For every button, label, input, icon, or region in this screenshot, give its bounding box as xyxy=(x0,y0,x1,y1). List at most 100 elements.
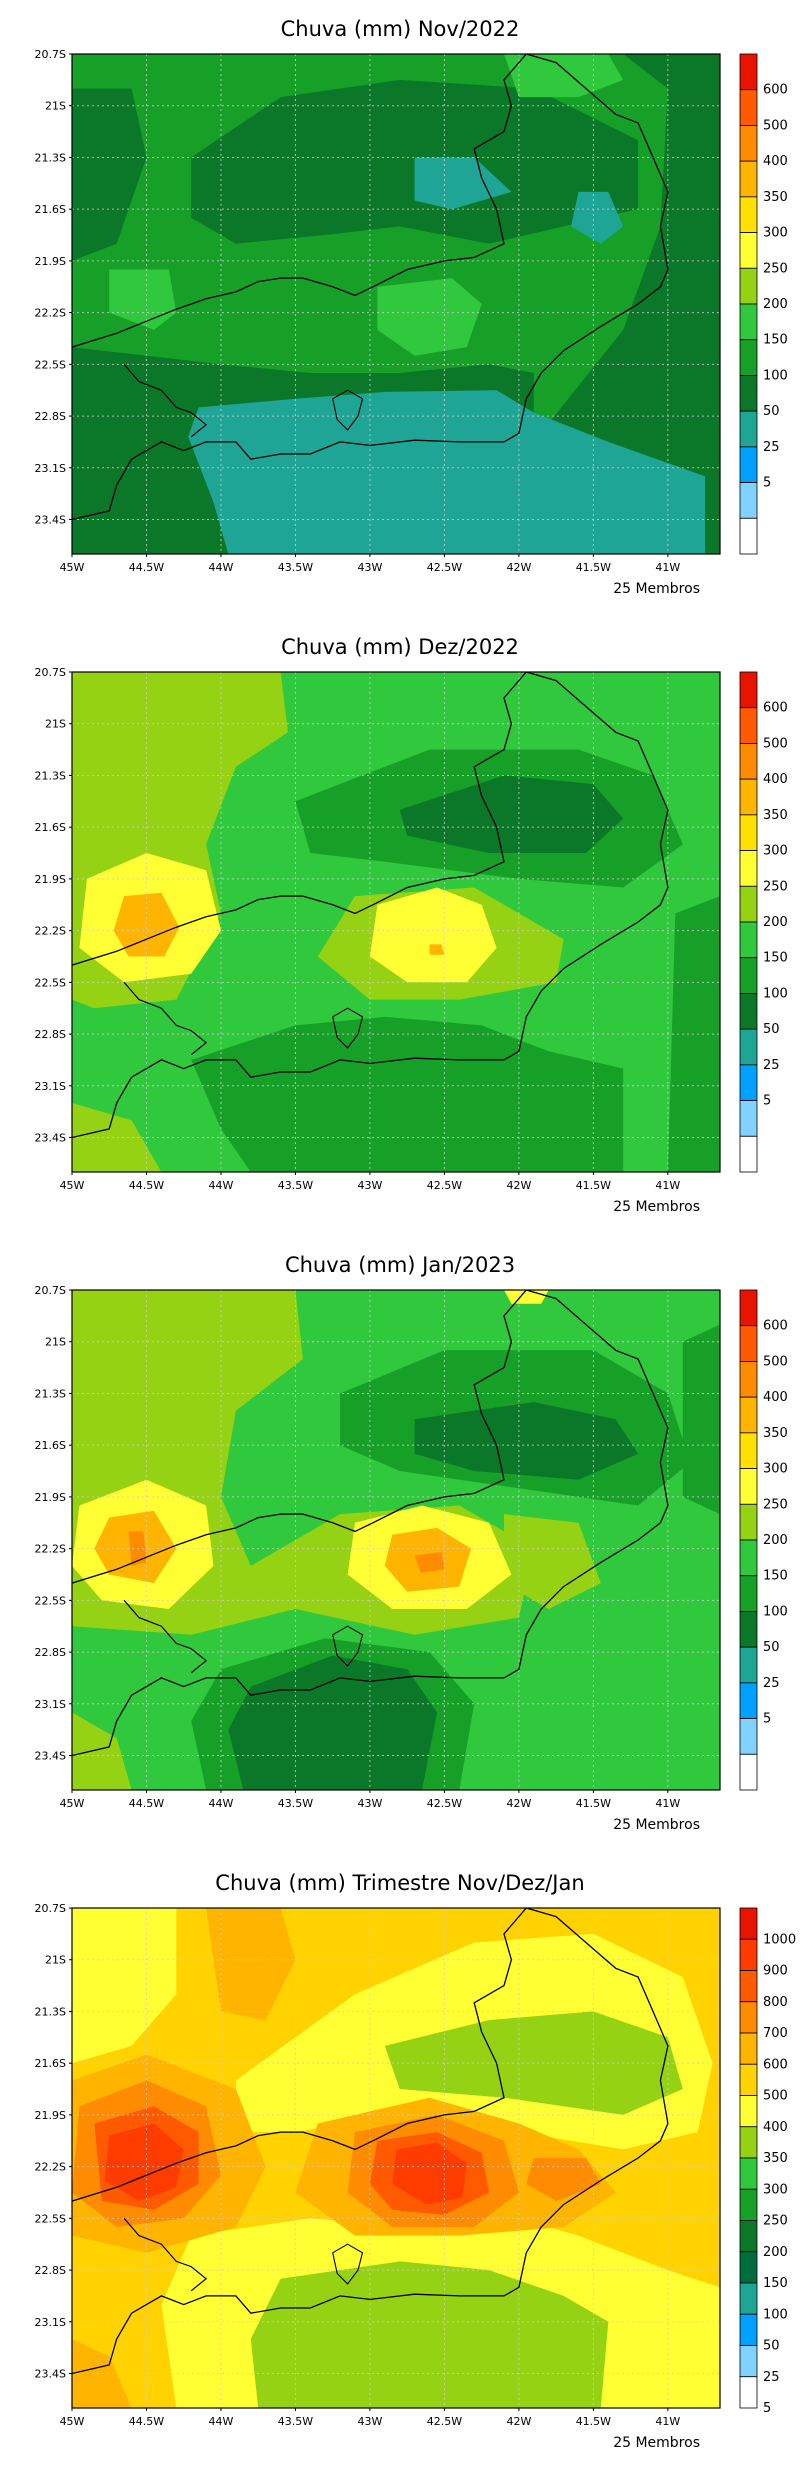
colorbar-cell xyxy=(739,1028,758,1066)
colorbar-label: 5 xyxy=(763,2401,771,2416)
lat-tick-label: 20.7S xyxy=(35,48,66,61)
lat-tick-label: 22.5S xyxy=(35,976,66,989)
lat-tick-label: 22.8S xyxy=(35,1028,66,1041)
colorbar-label: 50 xyxy=(763,404,780,419)
colorbar-label: 200 xyxy=(763,1533,788,1548)
rain-region xyxy=(191,1016,624,1172)
colorbar-cell xyxy=(739,1503,758,1541)
lon-tick-label: 45W xyxy=(60,1179,85,1192)
colorbar-cell xyxy=(739,2063,758,2096)
rain-region xyxy=(399,775,624,853)
colorbar-cell xyxy=(739,1575,758,1612)
colorbar-label: 400 xyxy=(763,154,788,169)
colorbar-cell xyxy=(739,1064,758,1101)
colorbar-cell xyxy=(739,2282,758,2315)
lon-tick-label: 44W xyxy=(209,2415,234,2428)
colorbar-cell xyxy=(739,993,758,1030)
panel-title: Chuva (mm) Dez/2022 xyxy=(281,635,519,659)
colorbar-cell xyxy=(739,410,758,448)
lat-tick-label: 22.5S xyxy=(35,2212,66,2225)
lon-tick-label: 41W xyxy=(655,2415,680,2428)
lat-tick-label: 23.4S xyxy=(35,1750,66,1763)
colorbar-label: 50 xyxy=(763,1640,780,1655)
colorbar-label: 600 xyxy=(763,1319,788,1334)
colorbar-label: 900 xyxy=(763,1964,788,1979)
bay-outline xyxy=(332,389,364,431)
lon-tick-label: 41W xyxy=(655,1797,680,1810)
colorbar-cell xyxy=(739,957,758,994)
map-area xyxy=(72,672,720,1172)
lon-tick-label: 41.5W xyxy=(576,1179,611,1192)
colorbar-label: 25 xyxy=(763,1058,780,1073)
colorbar-label: 400 xyxy=(763,772,788,787)
lat-tick-label: 22.2S xyxy=(35,2161,66,2174)
rain-region xyxy=(414,1552,445,1573)
lat-tick-label: 23.1S xyxy=(35,462,66,475)
ensemble-members-note: 25 Membros xyxy=(613,1199,700,1215)
map-panel: Chuva (mm) Jan/2023 20.7S 21S 21.3S 21.6S 21.… xyxy=(35,1253,788,1833)
colorbar-cell xyxy=(739,743,758,780)
lat-tick-label: 21.6S xyxy=(35,821,66,834)
colorbar-cell xyxy=(739,2251,758,2284)
rain-region xyxy=(571,191,624,244)
lat-tick-label: 21.9S xyxy=(35,255,66,268)
lon-tick-label: 42.5W xyxy=(427,561,462,574)
ensemble-members-note: 25 Membros xyxy=(613,1817,700,1833)
colorbar-cell xyxy=(739,2032,758,2065)
lat-tick-label: 21.6S xyxy=(35,203,66,216)
map-frame xyxy=(71,671,721,1173)
colorbar-cell xyxy=(739,482,758,519)
lon-tick-label: 43.5W xyxy=(278,1179,313,1192)
colorbar-cell xyxy=(739,671,758,709)
lat-tick-label: 22.5S xyxy=(35,358,66,371)
lat-tick-label: 21S xyxy=(45,100,66,113)
colorbar-cell xyxy=(739,1718,758,1755)
map-area xyxy=(72,54,720,554)
map-frame xyxy=(71,1289,721,1791)
rain-region xyxy=(109,269,177,330)
colorbar-label: 5 xyxy=(763,1712,771,1727)
colorbar-cell xyxy=(739,1468,758,1505)
lat-tick-label: 21.9S xyxy=(35,2109,66,2122)
colorbar-label: 200 xyxy=(763,915,788,930)
lon-tick-label: 43W xyxy=(357,2415,382,2428)
colorbar-label: 300 xyxy=(763,226,788,241)
colorbar-cell xyxy=(739,446,758,483)
colorbar-cell xyxy=(739,814,758,851)
colorbar-cell xyxy=(739,2001,758,2034)
lon-tick-label: 41.5W xyxy=(576,561,611,574)
map-frame xyxy=(71,1907,721,2409)
lon-tick-label: 43.5W xyxy=(278,561,313,574)
colorbar-cell xyxy=(739,53,758,91)
colorbar-label: 150 xyxy=(763,1569,788,1584)
lat-tick-label: 21.3S xyxy=(35,769,66,782)
colorbar-label: 350 xyxy=(763,190,788,205)
colorbar-cell xyxy=(739,707,758,744)
colorbar-label: 800 xyxy=(763,1995,788,2010)
colorbar-cell xyxy=(739,1289,758,1327)
colorbar-cell xyxy=(739,1135,758,1173)
colorbar-label: 500 xyxy=(763,736,788,751)
state-boundary xyxy=(72,1290,669,1757)
colorbar-cell xyxy=(739,267,758,305)
colorbar-cell xyxy=(739,2313,758,2346)
rain-region xyxy=(504,1290,549,1304)
lon-tick-label: 45W xyxy=(60,561,85,574)
colorbar-cell xyxy=(739,375,758,412)
colorbar-cell xyxy=(739,2345,758,2378)
lon-tick-label: 42.5W xyxy=(427,1797,462,1810)
lon-tick-label: 41.5W xyxy=(576,2415,611,2428)
lat-tick-label: 21.9S xyxy=(35,1491,66,1504)
lon-tick-label: 41W xyxy=(655,561,680,574)
colorbar-label: 100 xyxy=(763,2307,788,2322)
lon-tick-label: 45W xyxy=(60,2415,85,2428)
rain-region xyxy=(414,157,512,210)
rain-region xyxy=(414,1402,639,1480)
colorbar-label: 350 xyxy=(763,2151,788,2166)
colorbar-label: 500 xyxy=(763,2089,788,2104)
colorbar-cell xyxy=(739,160,758,198)
colorbar-label: 300 xyxy=(763,2182,788,2197)
colorbar-cell xyxy=(739,1361,758,1398)
lat-tick-label: 23.4S xyxy=(35,2368,66,2381)
